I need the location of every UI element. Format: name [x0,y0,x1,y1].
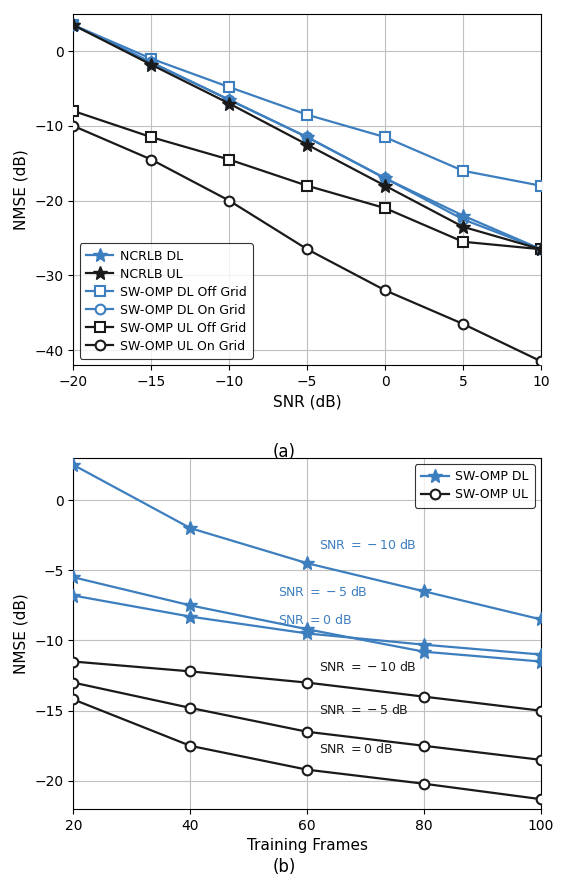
NCRLB DL [148,57,154,68]
SW-OMP DL On Grid [537,244,544,255]
SW-OMP DL [421,586,428,596]
Y-axis label: NMSE (dB): NMSE (dB) [14,593,29,674]
Text: (b): (b) [272,858,296,876]
Text: SNR $= 0$ dB: SNR $= 0$ dB [278,612,352,627]
SW-OMP UL [421,691,428,702]
NCRLB DL [382,173,389,183]
SW-OMP DL On Grid [382,173,389,183]
Line: SW-OMP DL: SW-OMP DL [66,458,548,627]
SW-OMP DL [70,460,77,470]
SW-OMP DL On Grid [70,20,77,30]
SW-OMP UL [70,656,77,667]
SW-OMP DL Off Grid [537,181,544,191]
Text: SNR $= -5$ dB: SNR $= -5$ dB [278,585,367,599]
NCRLB UL [226,98,233,109]
SW-OMP UL Off Grid [460,236,466,247]
SW-OMP DL Off Grid [226,81,233,92]
SW-OMP DL Off Grid [304,109,311,120]
SW-OMP UL On Grid [304,244,311,255]
NCRLB UL [382,181,389,191]
SW-OMP UL Off Grid [226,154,233,164]
Line: SW-OMP DL Off Grid: SW-OMP DL Off Grid [69,21,546,190]
Line: SW-OMP DL On Grid: SW-OMP DL On Grid [69,21,546,254]
Text: SNR $= -10$ dB: SNR $= -10$ dB [319,661,416,674]
Text: SNR $= -10$ dB: SNR $= -10$ dB [319,538,416,552]
SW-OMP UL On Grid [537,356,544,367]
SW-OMP DL Off Grid [148,54,154,64]
SW-OMP UL Off Grid [382,203,389,214]
Line: NCRLB UL: NCRLB UL [66,18,548,257]
SW-OMP DL On Grid [460,214,466,224]
Text: SNR $= 0$ dB: SNR $= 0$ dB [319,742,393,755]
SW-OMP DL On Grid [148,57,154,68]
SW-OMP UL Off Grid [148,131,154,142]
Text: (a): (a) [273,443,295,460]
Legend: NCRLB DL, NCRLB UL, SW-OMP DL Off Grid, SW-OMP DL On Grid, SW-OMP UL Off Grid, S: NCRLB DL, NCRLB UL, SW-OMP DL Off Grid, … [80,243,253,358]
SW-OMP UL Off Grid [70,105,77,116]
SW-OMP UL [537,705,544,716]
SW-OMP UL On Grid [148,154,154,164]
SW-OMP UL [187,666,194,677]
SW-OMP UL [304,678,311,688]
NCRLB DL [537,244,544,255]
SW-OMP DL Off Grid [70,20,77,30]
Line: SW-OMP UL Off Grid: SW-OMP UL Off Grid [69,106,546,254]
SW-OMP DL [537,614,544,625]
NCRLB UL [148,59,154,70]
SW-OMP DL On Grid [304,131,311,142]
Legend: SW-OMP DL, SW-OMP UL: SW-OMP DL, SW-OMP UL [415,464,534,508]
NCRLB DL [70,20,77,30]
NCRLB DL [304,131,311,142]
NCRLB UL [304,139,311,150]
SW-OMP UL On Grid [382,285,389,296]
Text: SNR $= -5$ dB: SNR $= -5$ dB [319,703,408,716]
NCRLB UL [537,244,544,255]
SW-OMP DL [304,558,311,569]
NCRLB UL [70,20,77,30]
SW-OMP DL Off Grid [460,165,466,176]
SW-OMP UL Off Grid [304,181,311,191]
SW-OMP DL Off Grid [382,131,389,142]
Y-axis label: NMSE (dB): NMSE (dB) [14,149,29,230]
SW-OMP UL Off Grid [537,244,544,255]
NCRLB DL [460,210,466,221]
SW-OMP UL On Grid [460,318,466,329]
Line: SW-OMP UL On Grid: SW-OMP UL On Grid [69,121,546,367]
SW-OMP DL [187,523,194,534]
X-axis label: SNR (dB): SNR (dB) [273,394,341,409]
NCRLB UL [460,222,466,232]
NCRLB DL [226,95,233,105]
SW-OMP UL On Grid [70,121,77,131]
Line: NCRLB DL: NCRLB DL [66,18,548,257]
SW-OMP DL On Grid [226,95,233,105]
X-axis label: Training Frames: Training Frames [247,839,367,853]
Line: SW-OMP UL: SW-OMP UL [69,657,546,715]
SW-OMP UL On Grid [226,195,233,206]
